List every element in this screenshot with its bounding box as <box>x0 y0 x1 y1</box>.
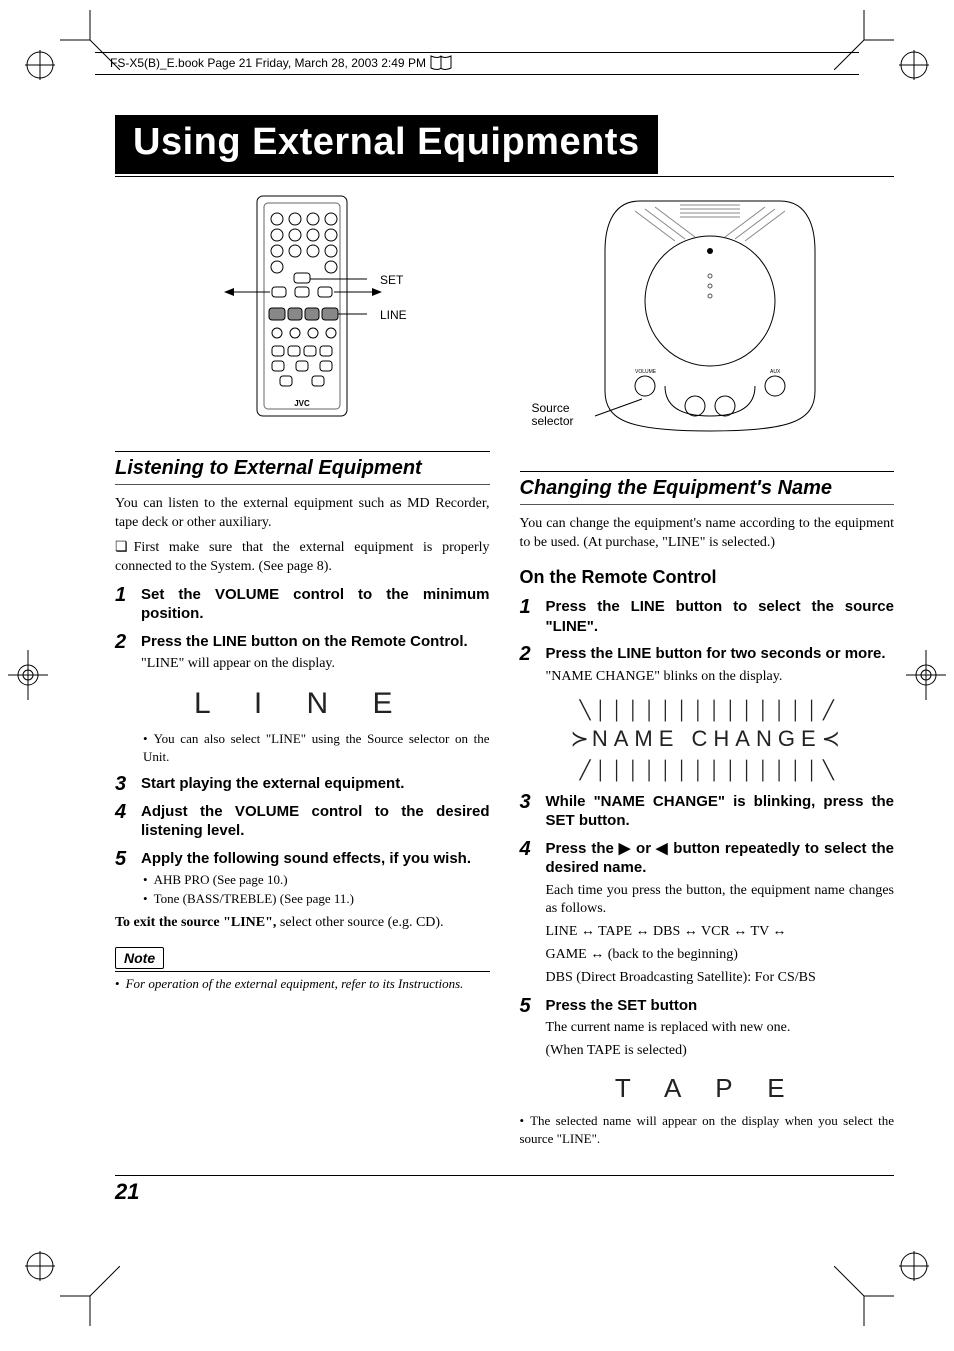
page-number-rule <box>115 1175 894 1176</box>
display-name-change: ╲ │ │ │ │ │ │ │ │ │ │ │ │ │ │ ╱ ≻NAME CH… <box>520 694 895 783</box>
callout-source-selector-2: selector <box>532 414 574 428</box>
regmark-right <box>906 650 946 700</box>
step-detail-line: GAME ↔ (back to the beginning) <box>546 946 895 965</box>
regmark-left <box>8 650 48 700</box>
step-detail-line: LINE ↔ TAPE ↔ DBS ↔ VCR ↔ TV ↔ <box>546 923 895 942</box>
step-title: Press the SET button <box>546 996 895 1016</box>
regmark-br <box>899 1251 929 1281</box>
step-detail: "LINE" will appear on the display. <box>141 655 490 674</box>
step-detail: "NAME CHANGE" blinks on the display. <box>546 668 895 687</box>
crop-br <box>834 1266 894 1326</box>
step-detail-line: DBS (Direct Broadcasting Satellite): For… <box>546 969 895 988</box>
display-tape: T A P E <box>520 1071 895 1106</box>
callout-line: LINE <box>380 308 407 322</box>
step-title: Apply the following sound effects, if yo… <box>141 849 490 869</box>
note-text: For operation of the external equipment,… <box>115 976 490 993</box>
step-num: 2 <box>520 644 538 686</box>
header-book-info: FS-X5(B)_E.book Page 21 Friday, March 28… <box>110 56 426 70</box>
exit-text: To exit the source "LINE", select other … <box>115 914 490 933</box>
section-changing: Changing the Equipment's Name <box>520 476 895 500</box>
step-title: Set the VOLUME control to the minimum po… <box>141 585 490 624</box>
step-title: Press the LINE button on the Remote Cont… <box>141 632 490 652</box>
svg-text:JVC: JVC <box>294 399 310 408</box>
step-title: Press the LINE button for two seconds or… <box>546 644 895 664</box>
svg-text:AUX: AUX <box>770 369 781 375</box>
page-title: Using External Equipments <box>115 115 658 174</box>
step-title: Adjust the VOLUME control to the desired… <box>141 802 490 841</box>
step-detail-line: (When TAPE is selected) <box>546 1042 895 1061</box>
step-num: 2 <box>115 632 133 674</box>
left-precheck: First make sure that the external equipm… <box>115 539 490 577</box>
step-title: Start playing the external equipment. <box>141 774 490 794</box>
header-rule <box>95 74 859 75</box>
step-detail-line: Each time you press the button, the equi… <box>546 882 895 920</box>
final-bullet: The selected name will appear on the dis… <box>520 1112 895 1147</box>
right-intro: You can change the equipment's name acco… <box>520 515 895 553</box>
step-num: 4 <box>520 839 538 988</box>
note-label: Note <box>115 947 164 970</box>
step-detail-line: The current name is replaced with new on… <box>546 1019 895 1038</box>
step-num: 5 <box>115 849 133 869</box>
remote-diagram: JVC SET LINE <box>115 191 490 431</box>
step-title: Press the ▶ or ◀ button repeatedly to se… <box>546 839 895 878</box>
step-num: 1 <box>115 585 133 624</box>
step-num: 3 <box>115 774 133 794</box>
step-num: 4 <box>115 802 133 841</box>
svg-text:VOLUME: VOLUME <box>635 369 657 375</box>
left-intro: You can listen to the external equipment… <box>115 495 490 533</box>
crop-bl <box>60 1266 120 1326</box>
regmark-tr <box>899 50 929 80</box>
callout-set: SET <box>380 273 403 287</box>
step-bullet: You can also select "LINE" using the Sou… <box>143 730 490 765</box>
regmark-tl <box>25 50 55 80</box>
step-num: 3 <box>520 792 538 831</box>
crop-tr <box>834 10 894 70</box>
step-bullet: Tone (BASS/TREBLE) (See page 11.) <box>143 890 490 908</box>
callout-source-selector-1: Source <box>532 401 570 415</box>
unit-diagram: VOLUME AUX Source selector <box>520 191 895 451</box>
step-num: 5 <box>520 996 538 1061</box>
book-icon <box>430 55 452 71</box>
page-number: 21 <box>115 1179 139 1205</box>
display-line: L I N E <box>115 684 490 725</box>
header-rule <box>95 52 859 53</box>
subhead-remote: On the Remote Control <box>520 565 895 589</box>
step-title: While "NAME CHANGE" is blinking, press t… <box>546 792 895 831</box>
step-bullet: AHB PRO (See page 10.) <box>143 871 490 889</box>
step-title: Press the LINE button to select the sour… <box>546 597 895 636</box>
section-listening: Listening to External Equipment <box>115 456 490 480</box>
regmark-bl <box>25 1251 55 1281</box>
step-num: 1 <box>520 597 538 636</box>
